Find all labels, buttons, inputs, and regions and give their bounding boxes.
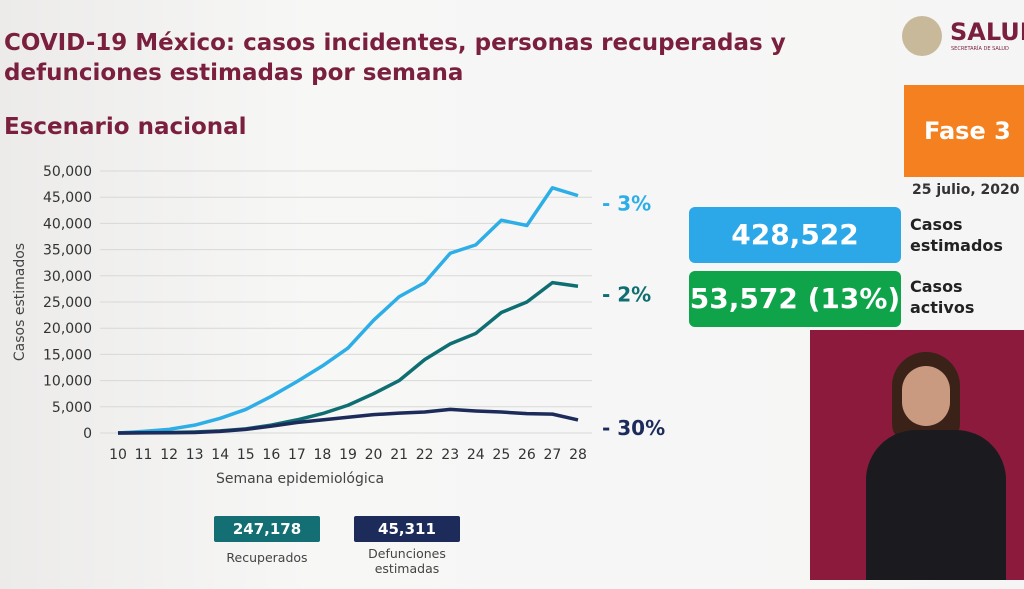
- total-label: Defunciones estimadas: [368, 546, 446, 576]
- x-tick-label: 18: [314, 447, 332, 463]
- x-tick-label: 14: [211, 447, 229, 463]
- x-tick-label: 23: [441, 447, 459, 463]
- y-tick-label: 25,000: [43, 295, 92, 311]
- end-label: - 3%: [602, 192, 651, 216]
- logo-subtext: SECRETARÍA DE SALUD: [951, 46, 1009, 52]
- stat-value: 53,572 (13%): [689, 271, 901, 327]
- y-tick-label: 45,000: [43, 190, 92, 206]
- x-axis-label: Semana epidemiológica: [216, 471, 384, 487]
- body: [866, 430, 1006, 580]
- x-tick-label: 22: [416, 447, 434, 463]
- slide-title: COVID-19 México: casos incidentes, perso…: [4, 30, 786, 86]
- x-tick-label: 11: [135, 447, 153, 463]
- x-tick-label: 24: [467, 447, 485, 463]
- x-tick-label: 12: [160, 447, 178, 463]
- stat-value: 428,522: [689, 207, 901, 263]
- y-tick-label: 20,000: [43, 321, 92, 337]
- x-tick-label: 28: [569, 447, 587, 463]
- stat-label: Casos activos estimados: [910, 277, 1003, 320]
- chart: Semana epidemiológica Casos estimados 0 5…: [12, 164, 665, 487]
- end-label: - 2%: [602, 282, 651, 306]
- x-tick-label: 25: [492, 447, 510, 463]
- y-tick-label: 30,000: [43, 269, 92, 285]
- slide-subtitle: Escenario nacional: [4, 114, 247, 140]
- x-tick-label: 10: [109, 447, 127, 463]
- face: [902, 366, 950, 426]
- total-box: 247,178: [214, 516, 320, 542]
- stat-label: Casos estimados: [910, 215, 1003, 255]
- y-tick-label: 50,000: [43, 164, 92, 180]
- total-box: 45,311: [354, 516, 460, 542]
- logo-text: SALUD: [950, 18, 1024, 46]
- y-tick-label: 40,000: [43, 216, 92, 232]
- phase-date: 25 julio, 2020: [912, 182, 1020, 198]
- logo-seal: [902, 16, 942, 56]
- end-label: - 30%: [602, 416, 665, 440]
- x-tick-label: 13: [186, 447, 204, 463]
- x-tick-label: 27: [544, 447, 562, 463]
- y-tick-label: 15,000: [43, 347, 92, 363]
- x-tick-label: 17: [288, 447, 306, 463]
- y-tick-label: 10,000: [43, 374, 92, 390]
- interpreter-video: [810, 330, 1024, 580]
- total-label: Recuperados: [226, 550, 308, 565]
- x-tick-label: 21: [390, 447, 408, 463]
- x-tick-label: 15: [237, 447, 255, 463]
- phase-box: Fase 3: [904, 85, 1024, 177]
- x-tick-label: 16: [262, 447, 280, 463]
- line: [117, 280, 579, 435]
- x-tick-label: 20: [365, 447, 383, 463]
- y-tick-label: 5,000: [52, 400, 92, 416]
- y-axis-label: Casos estimados: [12, 243, 28, 361]
- line: [117, 186, 579, 435]
- y-tick-label: 0: [83, 426, 92, 442]
- x-tick-label: 26: [518, 447, 536, 463]
- x-tick-label: 19: [339, 447, 357, 463]
- y-tick-label: 35,000: [43, 243, 92, 259]
- line: [117, 407, 579, 435]
